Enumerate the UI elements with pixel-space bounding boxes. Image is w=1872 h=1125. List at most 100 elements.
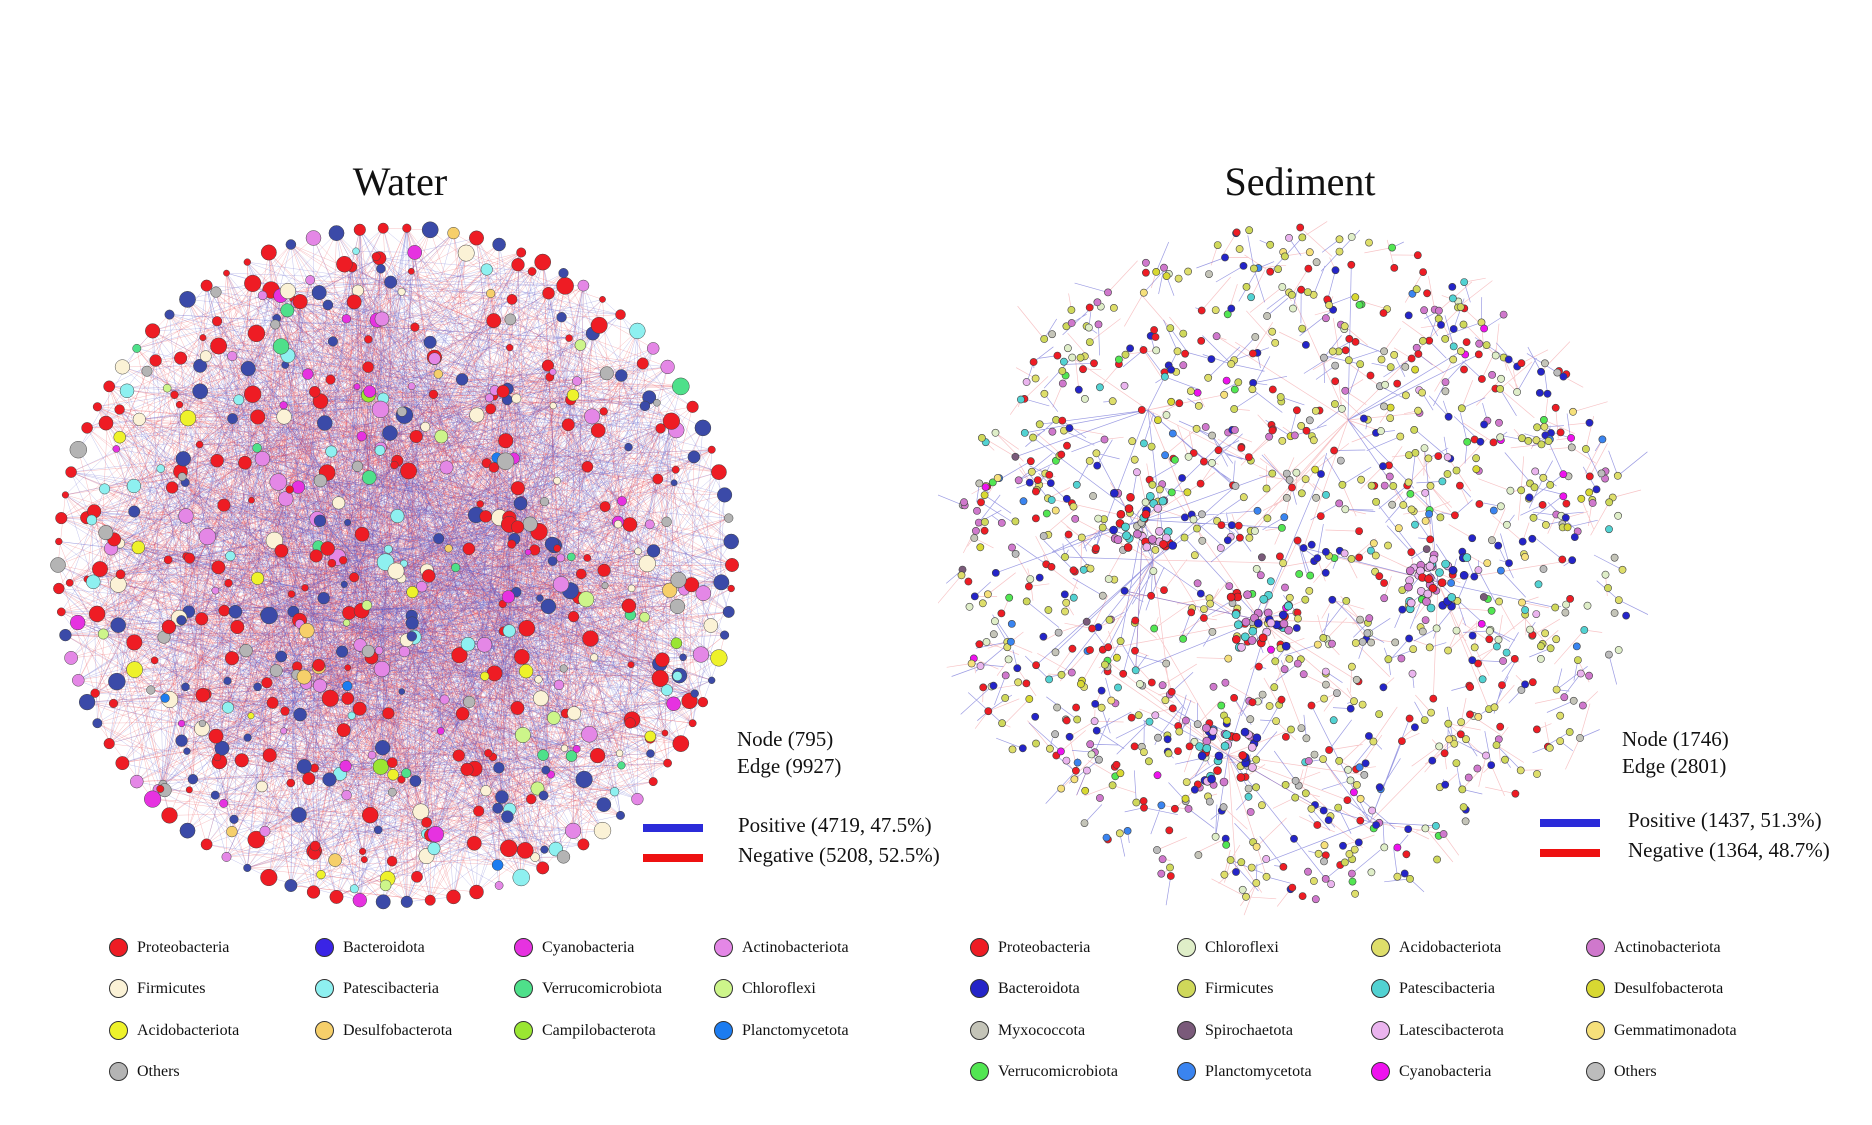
- network-node: [1193, 524, 1201, 533]
- network-node: [617, 496, 627, 506]
- network-node: [1193, 579, 1202, 588]
- network-node: [1071, 766, 1080, 775]
- network-node: [1576, 734, 1584, 742]
- network-node: [1428, 756, 1437, 765]
- network-node: [967, 659, 976, 668]
- network-node: [1102, 833, 1111, 842]
- network-node: [1011, 452, 1020, 461]
- network-node: [1263, 514, 1272, 523]
- network-node: [1426, 535, 1435, 544]
- network-node: [1379, 309, 1388, 317]
- network-node: [1190, 785, 1199, 794]
- network-node: [542, 286, 555, 300]
- network-node: [1162, 659, 1171, 668]
- network-node: [1412, 285, 1421, 294]
- network-node: [486, 288, 496, 299]
- legend-color-dot: [1371, 1021, 1390, 1040]
- network-node: [1369, 737, 1378, 746]
- network-node: [1335, 499, 1344, 508]
- legend-color-dot: [1371, 1062, 1390, 1081]
- network-node: [1244, 784, 1253, 793]
- network-node: [615, 309, 626, 320]
- network-node: [1610, 609, 1619, 617]
- network-node: [92, 402, 102, 412]
- network-node: [1167, 687, 1176, 696]
- network-node: [1007, 637, 1015, 646]
- network-node: [1247, 293, 1255, 302]
- network-node: [1425, 643, 1434, 652]
- network-node: [1194, 851, 1203, 859]
- network-node: [1502, 648, 1511, 657]
- network-node: [374, 646, 384, 655]
- network-node: [165, 481, 179, 494]
- network-node: [599, 501, 611, 513]
- network-node: [1401, 391, 1410, 400]
- network-node: [1525, 493, 1534, 502]
- network-node: [1341, 386, 1350, 395]
- network-node: [1168, 429, 1177, 438]
- network-node: [373, 825, 383, 835]
- network-node: [1025, 695, 1034, 703]
- network-node: [344, 664, 352, 671]
- network-node: [1158, 496, 1168, 506]
- network-node: [1114, 355, 1123, 364]
- network-node: [115, 756, 130, 771]
- network-node: [1281, 733, 1290, 741]
- network-node: [342, 619, 351, 627]
- network-node: [1479, 593, 1488, 601]
- network-node: [61, 491, 69, 499]
- network-node: [192, 383, 209, 400]
- network-node: [1251, 333, 1260, 341]
- network-node: [1592, 485, 1601, 494]
- network-node: [1032, 661, 1040, 670]
- network-node: [1266, 618, 1276, 628]
- legend-label: Patescibacteria: [343, 980, 439, 997]
- network-node: [1498, 681, 1506, 689]
- network-node: [1456, 730, 1465, 739]
- network-node: [494, 881, 504, 890]
- network-node: [1306, 571, 1315, 580]
- network-node: [1181, 716, 1190, 725]
- network-node: [1404, 582, 1413, 592]
- network-node: [126, 478, 142, 494]
- network-node: [1565, 728, 1574, 736]
- network-node: [1086, 564, 1095, 573]
- network-node: [1462, 553, 1472, 562]
- legend-label: Others: [137, 1063, 180, 1080]
- network-node: [1537, 654, 1545, 663]
- network-node: [1211, 832, 1220, 841]
- network-node: [1147, 591, 1155, 600]
- network-node: [581, 460, 594, 473]
- network-node: [1071, 514, 1080, 523]
- network-node: [1262, 855, 1271, 863]
- network-node: [1268, 327, 1277, 336]
- network-node: [1054, 628, 1063, 637]
- network-node: [317, 415, 333, 431]
- network-node: [390, 509, 405, 524]
- network-node: [1435, 568, 1444, 577]
- network-node: [1511, 789, 1520, 798]
- network-node: [1205, 270, 1213, 278]
- network-node: [661, 684, 673, 696]
- legend-color-dot: [1586, 1062, 1605, 1081]
- legend-label: Proteobacteria: [998, 939, 1091, 956]
- network-node: [1057, 450, 1066, 459]
- network-node: [1080, 819, 1089, 827]
- network-node: [989, 630, 998, 639]
- network-node: [1022, 679, 1031, 688]
- network-node: [1559, 492, 1568, 501]
- network-node: [312, 393, 329, 409]
- network-node: [1533, 423, 1541, 432]
- network-node: [1341, 505, 1350, 514]
- network-node: [1272, 717, 1280, 725]
- network-node: [1266, 577, 1275, 586]
- network-node: [359, 847, 367, 855]
- legend-label: Proteobacteria: [137, 939, 230, 956]
- network-node: [1452, 466, 1461, 475]
- network-node: [210, 453, 224, 468]
- legend-label: Bacteroidota: [998, 980, 1080, 997]
- network-node: [302, 772, 316, 786]
- network-node: [1026, 575, 1035, 583]
- network-node: [1470, 643, 1479, 652]
- network-node: [1312, 258, 1321, 267]
